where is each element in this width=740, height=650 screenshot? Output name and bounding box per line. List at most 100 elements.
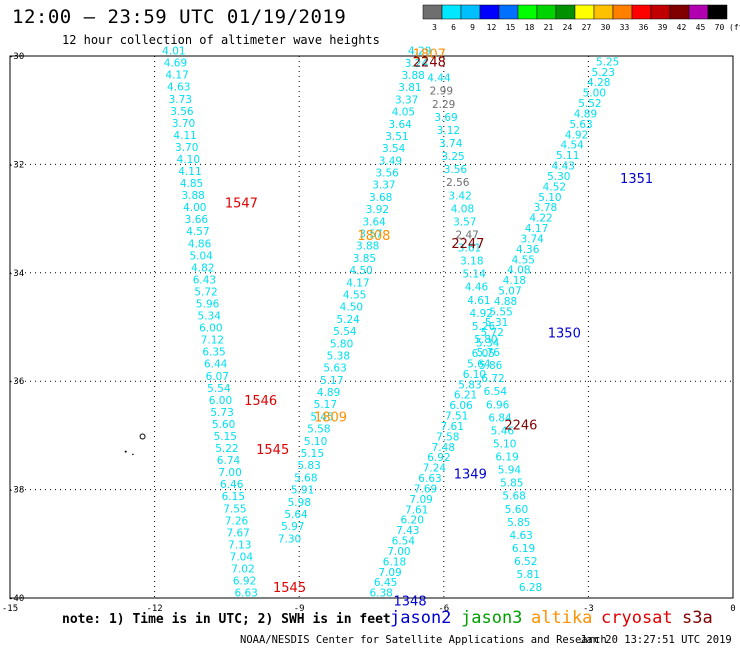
lat-tick-label: -40 (8, 594, 24, 604)
page-subtitle: 12 hour collection of altimeter wave hei… (62, 33, 380, 47)
swh-value: 5.52 (578, 98, 601, 110)
plot-frame (9, 55, 734, 599)
swh-value: 3.68 (369, 192, 392, 204)
swh-value: 4.86 (188, 238, 212, 250)
swh-value: 5.64 (467, 358, 491, 370)
swh-value: 5.34 (476, 338, 500, 350)
colorbar-label: 45 (696, 23, 706, 32)
swh-value: 5.10 (493, 438, 516, 450)
pass-time-label: 1350 (548, 326, 581, 341)
swh-value: 5.97 (281, 521, 304, 533)
pass-time-label: 2246 (504, 419, 537, 434)
swh-value: 4.10 (177, 154, 200, 166)
colorbar-label: 21 (544, 23, 554, 32)
swh-value: 5.22 (215, 443, 238, 455)
swh-value: 6.54 (392, 536, 416, 548)
swh-value: 4.55 (512, 254, 535, 266)
colorbar-label: 9 (470, 23, 475, 32)
swh-value: 5.11 (556, 150, 579, 162)
swh-value: 4.52 (543, 181, 566, 193)
swh-value: 4.08 (507, 265, 530, 277)
swh-value: 6.19 (495, 452, 518, 464)
swh-value: 7.09 (378, 567, 401, 579)
swh-value: 7.24 (423, 463, 447, 475)
swh-value: 5.68 (294, 472, 317, 484)
swh-value: 5.98 (288, 497, 311, 509)
pass-time-label: 1348 (394, 595, 427, 610)
colorbar-swatch (479, 4, 500, 20)
colorbar-label: 36 (639, 23, 649, 32)
colorbar-label: 18 (525, 23, 535, 32)
swh-value: 3.81 (398, 82, 421, 94)
swh-value: 5.00 (583, 88, 606, 100)
pass-time-label: 1547 (225, 196, 258, 211)
swh-value: 4.89 (574, 108, 597, 120)
pass-time-label: 1349 (454, 467, 487, 482)
swh-value: 3.56 (375, 168, 399, 180)
lon-tick-label: -3 (583, 604, 594, 614)
colorbar-swatch (498, 4, 519, 20)
swh-value: 2.47 (455, 229, 478, 241)
swh-value: 4.01 (162, 46, 185, 58)
swh-value: 5.26 (472, 321, 496, 333)
swh-value: 6.46 (220, 479, 244, 491)
swh-value: 6.45 (374, 577, 397, 589)
lon-tick-label: -15 (2, 604, 18, 614)
pass-time-label: 2247 (451, 237, 484, 252)
colorbar-swatch (555, 4, 576, 20)
swh-value: 4.18 (503, 275, 526, 287)
swh-value: 3.61 (458, 243, 481, 255)
swh-value: 3.57 (453, 216, 476, 228)
swh-value: 5.25 (596, 56, 619, 68)
swh-value: 6.43 (193, 274, 216, 286)
swh-value: 3.24 (405, 58, 429, 70)
colorbar-swatch (574, 4, 595, 20)
colorbar-swatch (650, 4, 671, 20)
island-shape (139, 433, 146, 440)
swh-value: 6.10 (463, 369, 486, 381)
colorbar-label: 24 (563, 23, 573, 32)
swh-value: 4.89 (317, 387, 340, 399)
swh-value: 5.14 (463, 269, 487, 281)
legend-jason2: jason2 (390, 608, 452, 628)
swh-value: 6.92 (233, 576, 256, 588)
swh-value: 3.70 (175, 142, 198, 154)
pass-time-label: 1807 (413, 47, 446, 62)
swh-value: 6.28 (519, 582, 542, 594)
colorbar-label: 6 (451, 23, 456, 32)
swh-value: 6.00 (199, 323, 222, 335)
page-title: 12:00 – 23:59 UTC 01/19/2019 (12, 6, 347, 28)
swh-value: 5.10 (304, 436, 327, 448)
swh-value: 7.12 (201, 335, 224, 347)
swh-value: 7.61 (405, 504, 428, 516)
swh-value: 4.17 (525, 223, 548, 235)
swh-value: 7.67 (226, 527, 249, 539)
lon-tick-label: 0 (730, 604, 735, 614)
swh-value: 5.15 (214, 431, 237, 443)
swh-value: 3.56 (170, 106, 194, 118)
swh-value: 4.17 (346, 277, 369, 289)
swh-value: 5.83 (458, 379, 481, 391)
swh-value: 5.72 (194, 286, 217, 298)
swh-value: 3.51 (385, 131, 408, 143)
colorbar-label: 15 (506, 23, 516, 32)
swh-value: 7.69 (414, 483, 437, 495)
swh-value: 3.66 (185, 214, 209, 226)
island-shape (124, 450, 127, 453)
swh-value: 4.63 (509, 530, 532, 542)
swh-value: 3.85 (353, 253, 376, 265)
swh-value: 6.20 (401, 515, 424, 527)
pass-time-label: 1351 (620, 172, 653, 187)
colorbar-swatch (441, 4, 462, 20)
swh-value: 5.31 (485, 317, 508, 329)
swh-value: 7.00 (218, 467, 241, 479)
swh-value: 4.54 (560, 140, 584, 152)
swh-value: 5.04 (189, 250, 213, 262)
swh-value: 5.30 (547, 171, 570, 183)
swh-value: 5.60 (505, 504, 528, 516)
colorbar-label: 39 (658, 23, 668, 32)
swh-value: 7.51 (445, 411, 468, 423)
colorbar-swatch (593, 4, 614, 20)
swh-value: 7.30 (278, 533, 301, 545)
